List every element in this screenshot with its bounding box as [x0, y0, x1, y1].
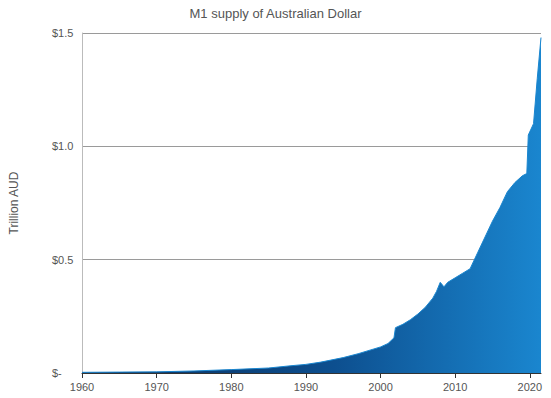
svg-text:1970: 1970 [144, 381, 168, 393]
svg-text:1980: 1980 [219, 381, 243, 393]
svg-text:2020: 2020 [518, 381, 542, 393]
svg-text:$1.0: $1.0 [52, 140, 73, 152]
svg-text:$1.5: $1.5 [52, 27, 73, 39]
svg-text:2000: 2000 [368, 381, 392, 393]
svg-text:$-: $- [52, 367, 62, 379]
svg-text:2010: 2010 [443, 381, 467, 393]
svg-text:M1 supply of Australian Dollar: M1 supply of Australian Dollar [190, 6, 363, 21]
svg-text:$0.5: $0.5 [52, 254, 73, 266]
svg-text:Trillion AUD: Trillion AUD [7, 171, 21, 234]
svg-text:1990: 1990 [294, 381, 318, 393]
svg-text:1960: 1960 [70, 381, 94, 393]
